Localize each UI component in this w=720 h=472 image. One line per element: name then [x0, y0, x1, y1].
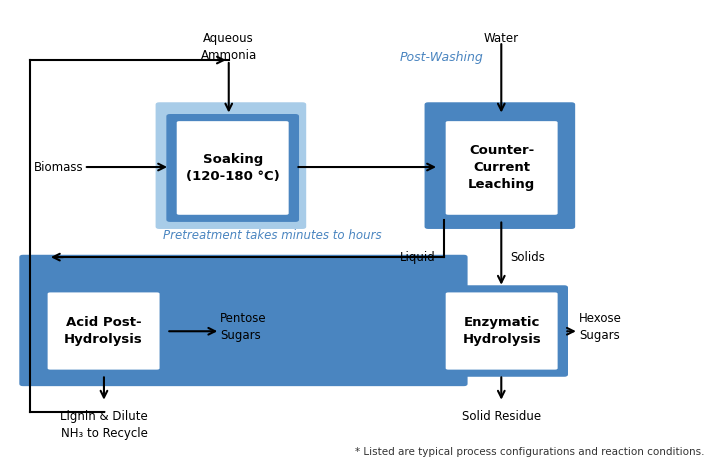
Text: Pretreatment takes minutes to hours: Pretreatment takes minutes to hours [163, 229, 382, 242]
FancyBboxPatch shape [156, 102, 306, 229]
Text: Pentose
Sugars: Pentose Sugars [220, 312, 267, 343]
Text: Water: Water [484, 32, 519, 45]
FancyBboxPatch shape [425, 102, 575, 229]
Text: Post-Washing: Post-Washing [400, 51, 483, 64]
FancyBboxPatch shape [176, 120, 289, 216]
Text: Counter-
Current
Leaching: Counter- Current Leaching [468, 144, 535, 192]
Text: Solid Residue: Solid Residue [462, 410, 541, 422]
Text: Biomass: Biomass [35, 160, 84, 174]
Text: Liquid: Liquid [400, 251, 436, 264]
Text: Acid Post-
Hydrolysis: Acid Post- Hydrolysis [64, 316, 143, 346]
FancyBboxPatch shape [436, 285, 568, 377]
Text: Soaking
(120-180 °C): Soaking (120-180 °C) [186, 153, 279, 183]
FancyBboxPatch shape [445, 120, 559, 216]
FancyBboxPatch shape [19, 255, 467, 386]
Text: * Listed are typical process configurations and reaction conditions.: * Listed are typical process configurati… [355, 447, 704, 456]
Text: Lignin & Dilute
NH₃ to Recycle: Lignin & Dilute NH₃ to Recycle [60, 410, 148, 439]
FancyBboxPatch shape [166, 114, 299, 222]
Text: Solids: Solids [510, 251, 546, 264]
Text: Aqueous
Ammonia: Aqueous Ammonia [201, 32, 257, 62]
Text: Enzymatic
Hydrolysis: Enzymatic Hydrolysis [462, 316, 541, 346]
Text: Hexose
Sugars: Hexose Sugars [579, 312, 621, 343]
FancyBboxPatch shape [37, 285, 170, 377]
FancyBboxPatch shape [47, 291, 161, 371]
FancyBboxPatch shape [445, 291, 559, 371]
FancyBboxPatch shape [436, 114, 568, 222]
